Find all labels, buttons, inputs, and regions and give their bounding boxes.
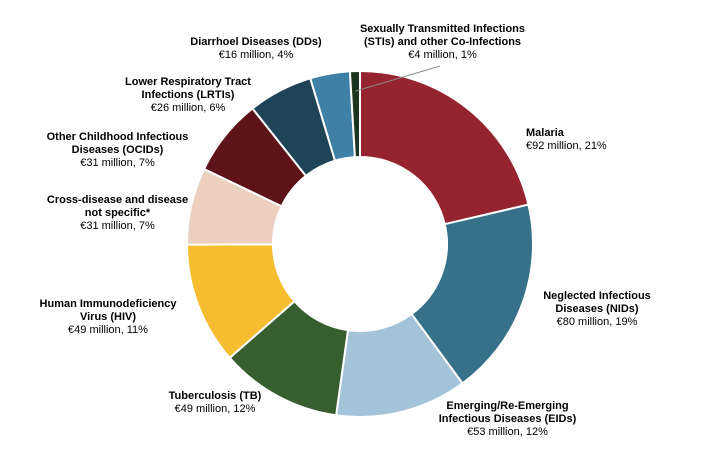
slice-name-malaria-line1: Malaria (526, 127, 564, 139)
slice-value-ocids: €31 million, 7% (80, 157, 155, 169)
stis-leader-line (355, 65, 441, 92)
slice-label-cross-disease: Cross-disease and disease not specific* … (30, 194, 205, 233)
slice-label-stis: Sexually Transmitted Infections (STIs) a… (345, 23, 540, 62)
slice-value-nids: €80 million, 19% (556, 316, 638, 328)
slice-label-malaria: Malaria €92 million, 21% (526, 127, 607, 153)
slice-value-tb: €49 million, 12% (174, 403, 256, 415)
slice-label-dds: Diarrhoel Diseases (DDs) €16 million, 4% (176, 36, 336, 62)
slice-name-cross-disease-line1: Cross-disease and disease (46, 194, 189, 206)
slice-name-lrtis-line1: Lower Respiratory Tract (125, 76, 251, 88)
slice-name-hiv-line1: Human Immunodeficiency (39, 298, 177, 310)
slice-label-ocids: Other Childhood Infectious Diseases (OCI… (30, 131, 205, 170)
slice-name-eids-line2: Infectious Diseases (EIDs) (438, 413, 577, 425)
slice-value-eids: €53 million, 12% (467, 426, 548, 438)
slice-name-stis-line2: (STIs) and other Co-Infections (363, 36, 522, 48)
slice-name-stis-line1: Sexually Transmitted Infections (359, 23, 526, 35)
slice-name-ocids-line2: Diseases (OCIDs) (71, 144, 164, 156)
slice-label-nids: Neglected Infectious Diseases (NIDs) €80… (522, 290, 672, 329)
slice-nids (410, 203, 534, 385)
slice-label-eids: Emerging/Re-Emerging Infectious Diseases… (420, 400, 595, 439)
slice-name-dds-line1: Diarrhoel Diseases (DDs) (190, 36, 322, 48)
slice-name-nids-line2: Diseases (NIDs) (555, 303, 639, 315)
slice-value-dds: €16 million, 4% (218, 49, 294, 61)
slice-label-tb: Tuberculosis (TB) €49 million, 12% (150, 390, 280, 416)
slice-value-lrtis: €26 million, 6% (150, 102, 226, 114)
slice-name-lrtis-line2: Infections (LRTIs) (141, 89, 235, 101)
slice-name-cross-disease-line2: not specific* (84, 207, 151, 219)
slice-malaria (359, 69, 530, 226)
slice-stis (348, 69, 361, 159)
slice-value-cross-disease: €31 million, 7% (80, 220, 155, 232)
slice-name-ocids-line1: Other Childhood Infectious (46, 131, 189, 143)
slice-label-hiv: Human Immunodeficiency Virus (HIV) €49 m… (28, 298, 188, 337)
slice-label-lrtis: Lower Respiratory Tract Infections (LRTI… (108, 76, 268, 115)
slice-name-hiv-line2: Virus (HIV) (79, 311, 137, 323)
slice-name-nids-line1: Neglected Infectious (543, 290, 651, 302)
slice-name-eids-line1: Emerging/Re-Emerging (446, 400, 569, 412)
slice-value-stis: €4 million, 1% (408, 49, 477, 61)
slice-value-hiv: €49 million, 11% (68, 324, 148, 336)
slice-name-tb-line1: Tuberculosis (TB) (168, 390, 262, 402)
slice-value-malaria: €92 million, 21% (526, 140, 607, 152)
